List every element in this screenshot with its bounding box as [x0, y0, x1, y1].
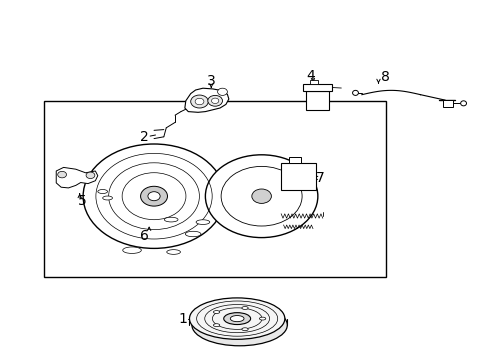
Ellipse shape: [189, 298, 284, 339]
Text: 2: 2: [140, 130, 148, 144]
Ellipse shape: [185, 231, 201, 237]
Ellipse shape: [352, 90, 358, 95]
Circle shape: [195, 98, 203, 105]
Circle shape: [211, 98, 219, 104]
Ellipse shape: [166, 250, 180, 255]
Ellipse shape: [141, 186, 167, 206]
Ellipse shape: [164, 217, 178, 222]
Ellipse shape: [259, 317, 265, 320]
Ellipse shape: [223, 312, 250, 325]
Ellipse shape: [83, 144, 224, 248]
Ellipse shape: [242, 307, 248, 310]
Circle shape: [190, 95, 208, 108]
Circle shape: [58, 171, 66, 178]
Text: 3: 3: [206, 74, 215, 88]
Bar: [442, 100, 452, 107]
Ellipse shape: [230, 315, 244, 322]
Text: 1: 1: [179, 312, 187, 325]
Ellipse shape: [205, 155, 317, 238]
Ellipse shape: [460, 101, 466, 106]
Bar: [44, 101, 386, 277]
Ellipse shape: [196, 220, 209, 225]
Text: 8: 8: [380, 71, 389, 84]
Circle shape: [86, 172, 95, 179]
Ellipse shape: [251, 189, 271, 203]
Ellipse shape: [122, 247, 141, 253]
Ellipse shape: [191, 305, 287, 346]
Circle shape: [207, 95, 222, 106]
Bar: [281, 163, 316, 190]
Bar: [305, 91, 328, 110]
PathPatch shape: [56, 167, 98, 188]
Ellipse shape: [102, 196, 112, 200]
Ellipse shape: [213, 311, 219, 314]
Text: 4: 4: [305, 69, 314, 82]
Text: 7: 7: [315, 171, 324, 185]
Ellipse shape: [242, 328, 248, 330]
Bar: [303, 84, 331, 91]
Ellipse shape: [98, 189, 107, 194]
Bar: [288, 157, 300, 163]
Circle shape: [217, 88, 227, 95]
Ellipse shape: [213, 324, 219, 327]
Ellipse shape: [147, 192, 160, 201]
Text: 5: 5: [78, 194, 86, 207]
Bar: [309, 80, 318, 84]
PathPatch shape: [184, 88, 228, 112]
Text: 6: 6: [140, 229, 148, 243]
